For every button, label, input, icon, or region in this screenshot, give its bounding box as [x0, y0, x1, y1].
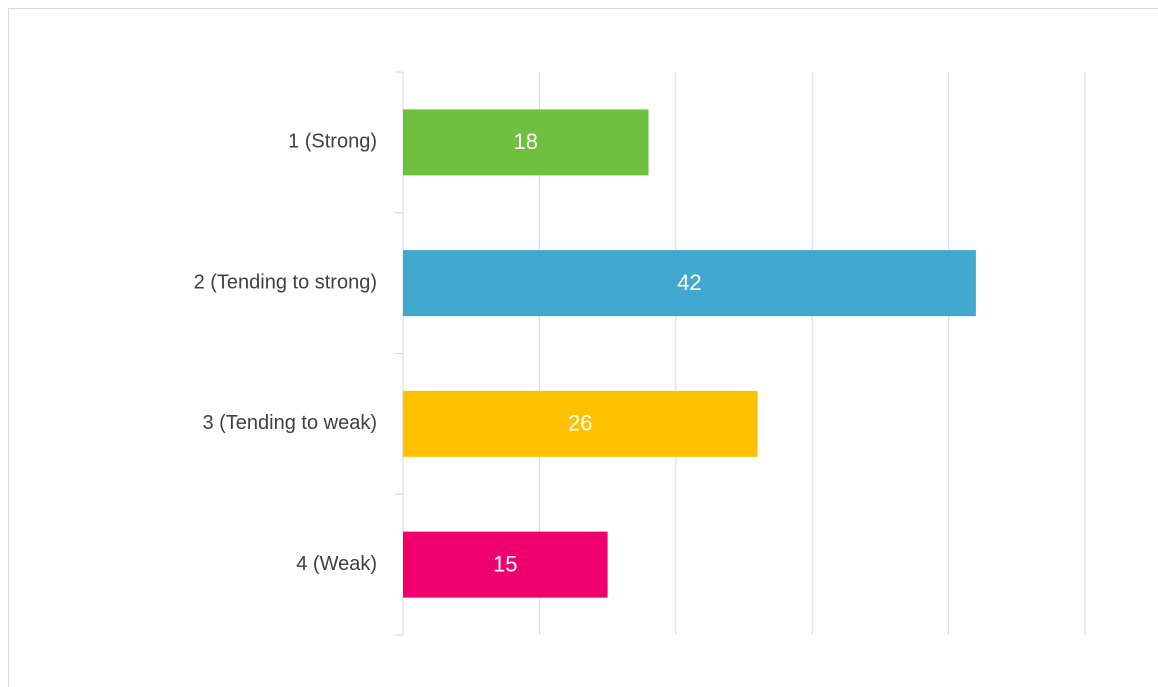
- y-tick-label: 2 (Tending to strong): [194, 271, 377, 293]
- bar: [403, 531, 608, 598]
- bar: [403, 390, 758, 457]
- y-tick-label: 4 (Weak): [296, 553, 377, 575]
- data-label: 42: [677, 270, 701, 295]
- bar: [403, 109, 649, 176]
- data-label: 18: [514, 129, 538, 154]
- y-tick-label: 1 (Strong): [288, 131, 377, 153]
- bar: [403, 250, 976, 317]
- data-label: 26: [568, 411, 592, 436]
- data-label: 15: [493, 551, 517, 576]
- y-tick-label: 3 (Tending to weak): [202, 412, 377, 434]
